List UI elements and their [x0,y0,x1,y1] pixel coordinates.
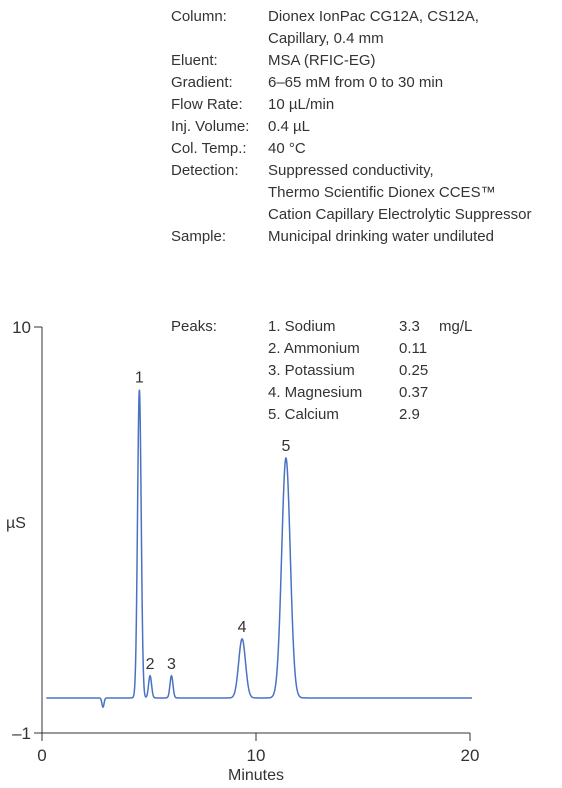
condition-value: MSA (RFIC-EG) [268,52,376,69]
peak-label: 5 [282,438,291,455]
condition-value: 6–65 mM from 0 to 30 min [268,74,444,91]
peak-concentration: 0.25 [399,362,429,379]
condition-value: 0.4 µL [268,118,311,135]
peak-label: 2 [146,656,155,673]
condition-row: Col. Temp.: 40 °C [171,138,531,160]
peak-label: 4 [238,619,247,636]
peak-name: 4. Magnesium [268,384,363,401]
condition-value: Cation Capillary Electrolytic Suppressor [268,206,532,223]
peak-concentration: 0.37 [399,384,429,401]
peak-label: 3 [167,656,176,673]
condition-label: Inj. Volume: [171,118,250,135]
x-axis-label: Minutes [228,767,284,784]
condition-label: Sample: [171,228,227,245]
condition-row: Eluent: MSA (RFIC-EG) [171,50,531,72]
peak-name: 2. Ammonium [268,340,360,357]
condition-value: Thermo Scientific Dionex CCES™ [268,184,496,201]
peak-name: 5. Calcium [268,406,339,423]
condition-row: Column: Dionex IonPac CG12A, CS12A, Capill… [171,6,531,50]
peak-name: 3. Potassium [268,362,355,379]
condition-value: Dionex IonPac CG12A, CS12A, [268,8,479,25]
condition-row: Gradient: 6–65 mM from 0 to 30 min [171,72,531,94]
condition-row: Detection: Suppressed conductivity, Thermo… [171,160,531,226]
condition-label: Flow Rate: [171,96,243,113]
y-axis-label: µS [6,515,26,532]
peak-concentration: 0.11 [399,340,428,357]
condition-row: Flow Rate: 10 µL/min [171,94,531,116]
x-tick-label: 10 [247,746,266,765]
condition-label: Eluent: [171,52,218,69]
peak-concentration: 3.3 [399,318,420,335]
condition-label: Column: [171,8,227,25]
conditions-block: Column: Dionex IonPac CG12A, CS12A, Capill… [171,6,531,248]
y-tick-label: 10 [12,318,31,337]
condition-label: Col. Temp.: [171,140,247,157]
x-tick-label: 20 [461,746,480,765]
condition-label: Gradient: [171,74,233,91]
condition-value: Municipal drinking water undiluted [268,228,494,245]
peak-unit: mg/L [439,318,473,335]
peak-name: 1. Sodium [268,318,336,335]
peak-label: 1 [135,370,144,387]
peak-concentration: 2.9 [399,406,420,423]
peaks-label: Peaks: [171,318,217,335]
condition-value: Suppressed conductivity, [268,162,434,179]
condition-label: Detection: [171,162,239,179]
condition-value: 10 µL/min [268,96,335,113]
condition-row: Inj. Volume: 0.4 µL [171,116,531,138]
condition-value: Capillary, 0.4 mm [268,30,384,47]
x-tick-label: 0 [37,746,46,765]
condition-row: Sample: Municipal drinking water undilute… [171,226,531,248]
y-tick-label: –1 [12,724,31,743]
condition-value: 40 °C [268,140,306,157]
chromatogram-trace [46,389,472,709]
